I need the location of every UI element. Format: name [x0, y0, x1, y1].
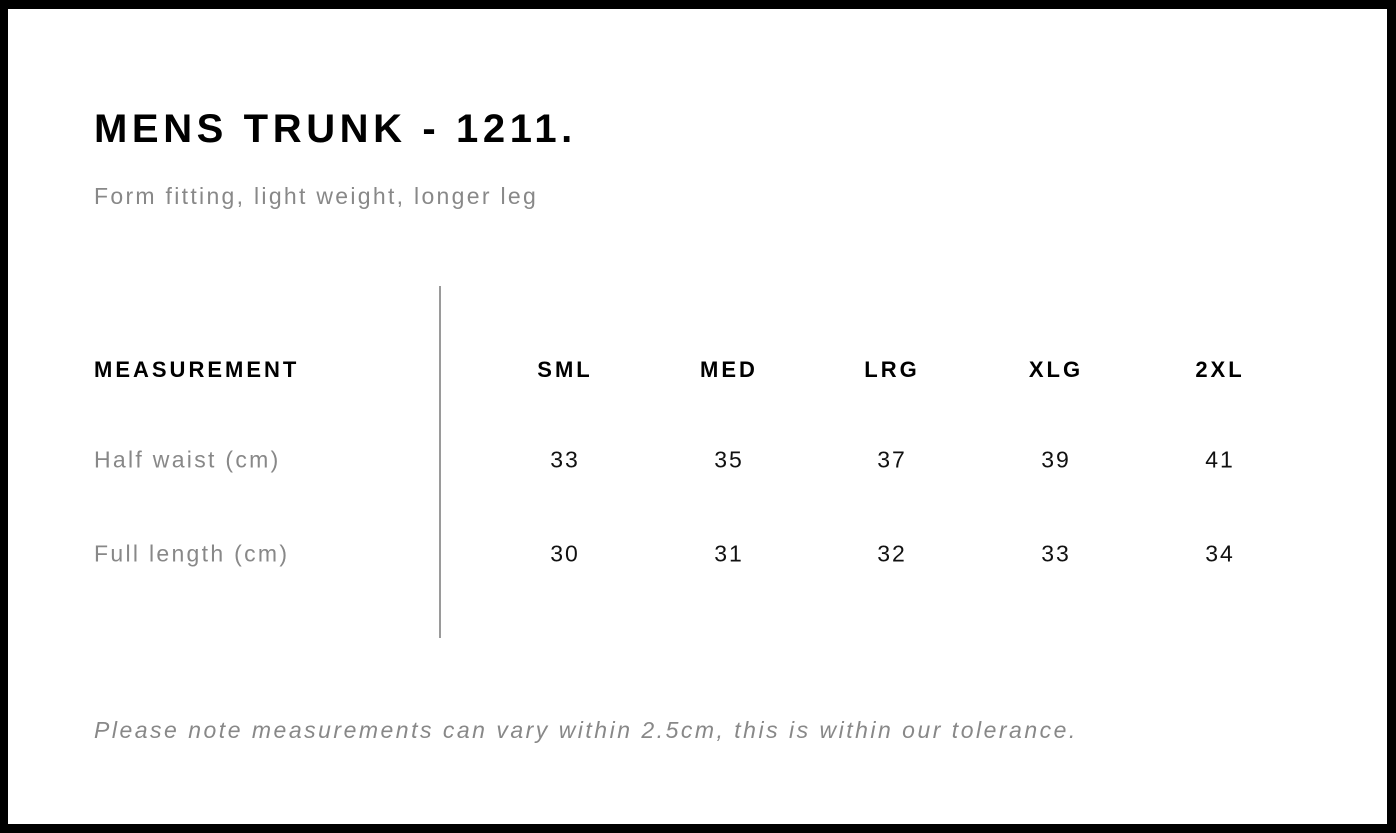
table-cell: 30 — [550, 540, 580, 567]
table-cell: 35 — [714, 446, 744, 473]
row-label-half-waist: Half waist (cm) — [94, 446, 281, 473]
table-cell: 39 — [1041, 446, 1071, 473]
measurement-header: MEASUREMENT — [94, 357, 300, 382]
table-cell: 37 — [877, 446, 907, 473]
table-cell: 32 — [877, 540, 907, 567]
table-cell: 31 — [714, 540, 744, 567]
subtitle: Form fitting, light weight, longer leg — [94, 183, 539, 209]
page-title: MENS TRUNK - 1211. — [94, 107, 577, 151]
size-header-2xl: 2XL — [1195, 357, 1245, 382]
size-chart-card: MENS TRUNK - 1211. Form fitting, light w… — [8, 9, 1387, 824]
row-label-full-length: Full length (cm) — [94, 540, 290, 567]
size-header-sml: SML — [537, 357, 593, 382]
table-cell: 33 — [550, 446, 580, 473]
size-header-xlg: XLG — [1028, 357, 1084, 382]
table-cell: 33 — [1041, 540, 1071, 567]
tolerance-note: Please note measurements can vary within… — [94, 717, 1078, 743]
table-cell: 34 — [1205, 540, 1235, 567]
column-divider — [439, 286, 441, 638]
size-header-med: MED — [700, 357, 758, 382]
size-header-lrg: LRG — [864, 357, 920, 382]
table-cell: 41 — [1205, 446, 1235, 473]
